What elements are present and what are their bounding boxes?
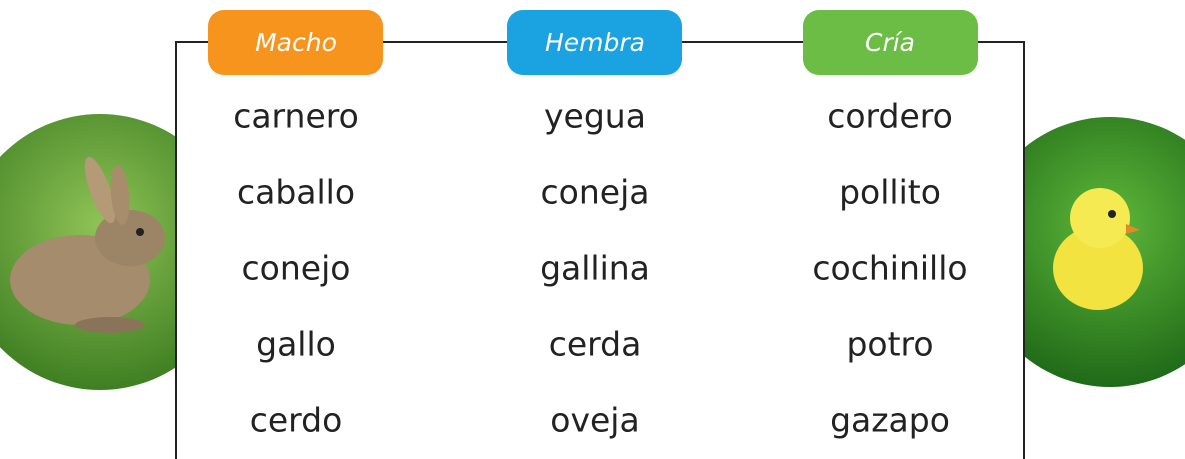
cell-text: cerda	[549, 325, 642, 364]
cell-text: cerdo	[250, 401, 343, 440]
cell-text: pollito	[839, 173, 941, 212]
table-box	[176, 42, 1025, 459]
cell-text: cordero	[827, 97, 953, 136]
header-pill	[507, 10, 682, 75]
cell-text: coneja	[541, 173, 650, 212]
column-header: Cría	[865, 28, 915, 57]
column-header: Hembra	[545, 28, 645, 57]
cell-text: caballo	[237, 173, 355, 212]
cell-text: gallina	[540, 249, 650, 288]
header-pill	[803, 10, 978, 75]
chick-photo	[975, 117, 1185, 387]
column-header: Macho	[255, 28, 337, 57]
table-body: Macho Hembra Cría carnero yegua cordero caball…	[233, 28, 967, 440]
cell-text: carnero	[233, 97, 359, 136]
cell-text: potro	[846, 325, 933, 364]
cell-text: gallo	[256, 325, 336, 364]
cell-text: cochinillo	[812, 249, 967, 288]
cell-text: yegua	[544, 97, 646, 136]
header-pill	[208, 10, 383, 75]
cell-text: gazapo	[830, 401, 950, 440]
cell-text: oveja	[550, 401, 639, 440]
cell-text: conejo	[242, 249, 351, 288]
